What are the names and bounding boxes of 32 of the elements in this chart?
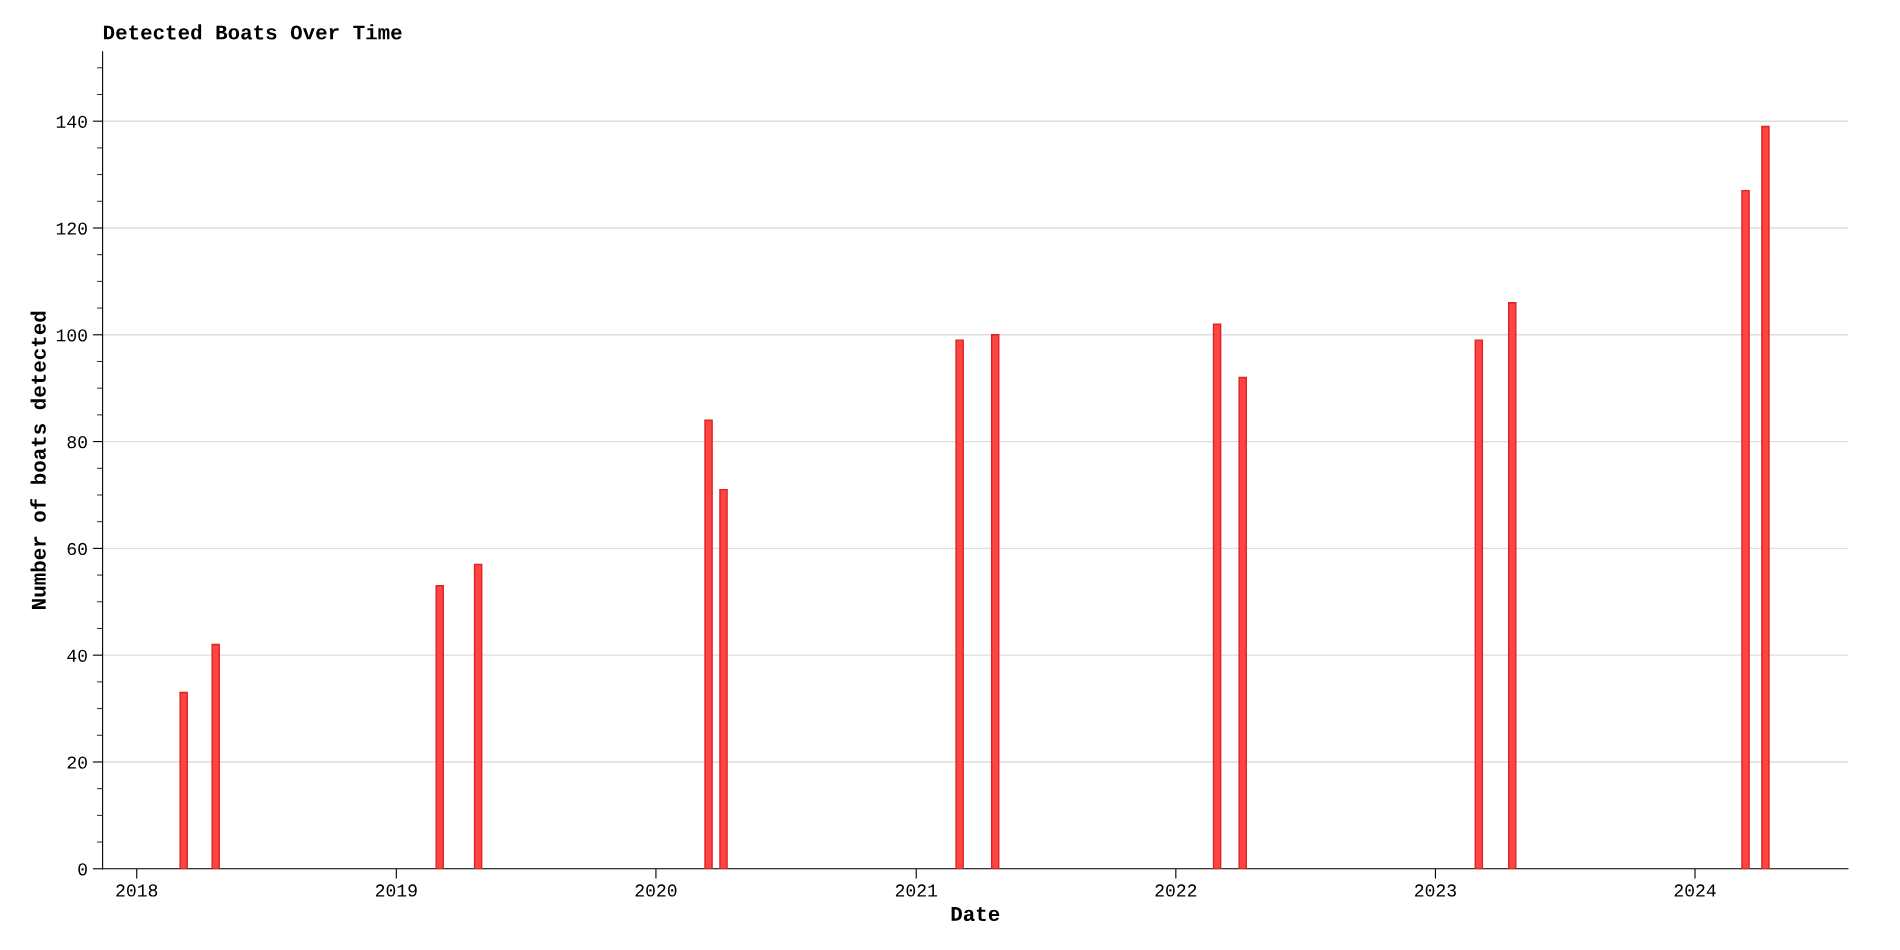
y-tick-label: 40: [67, 649, 87, 662]
bar: [955, 339, 964, 869]
bar: [1474, 339, 1484, 869]
bar: [473, 563, 483, 869]
x-tick-label: 2019: [375, 884, 417, 897]
y-tick-label: 140: [56, 115, 87, 128]
y-tick-label: 0: [78, 863, 87, 876]
bar: [990, 334, 1000, 869]
x-axis-title: Date: [951, 906, 1000, 922]
bar: [719, 488, 728, 869]
bar: [1212, 323, 1222, 869]
y-tick-label: 80: [67, 436, 87, 449]
x-tick-label: 2024: [1674, 884, 1716, 897]
y-tick-label: 60: [67, 542, 87, 556]
bar: [1741, 189, 1750, 869]
bar: [211, 643, 220, 869]
bar: [435, 585, 444, 869]
x-tick-label: 2023: [1415, 884, 1456, 897]
chart-title: Detected Boats Over Time: [103, 24, 402, 40]
y-tick-label: 20: [67, 756, 87, 769]
x-tick-label: 2020: [635, 884, 677, 897]
bar: [1507, 302, 1517, 869]
x-tick-label: 2021: [895, 884, 938, 897]
bar: [1761, 125, 1770, 869]
x-tick-label: 2018: [116, 884, 158, 897]
bar: [704, 419, 713, 869]
bar: [1238, 376, 1247, 869]
y-tick-label: 100: [56, 329, 87, 342]
y-axis-title: Number of boats detected: [30, 311, 46, 609]
x-tick-label: 2022: [1155, 884, 1197, 897]
bar: [179, 691, 188, 869]
y-tick-label: 120: [56, 222, 87, 235]
